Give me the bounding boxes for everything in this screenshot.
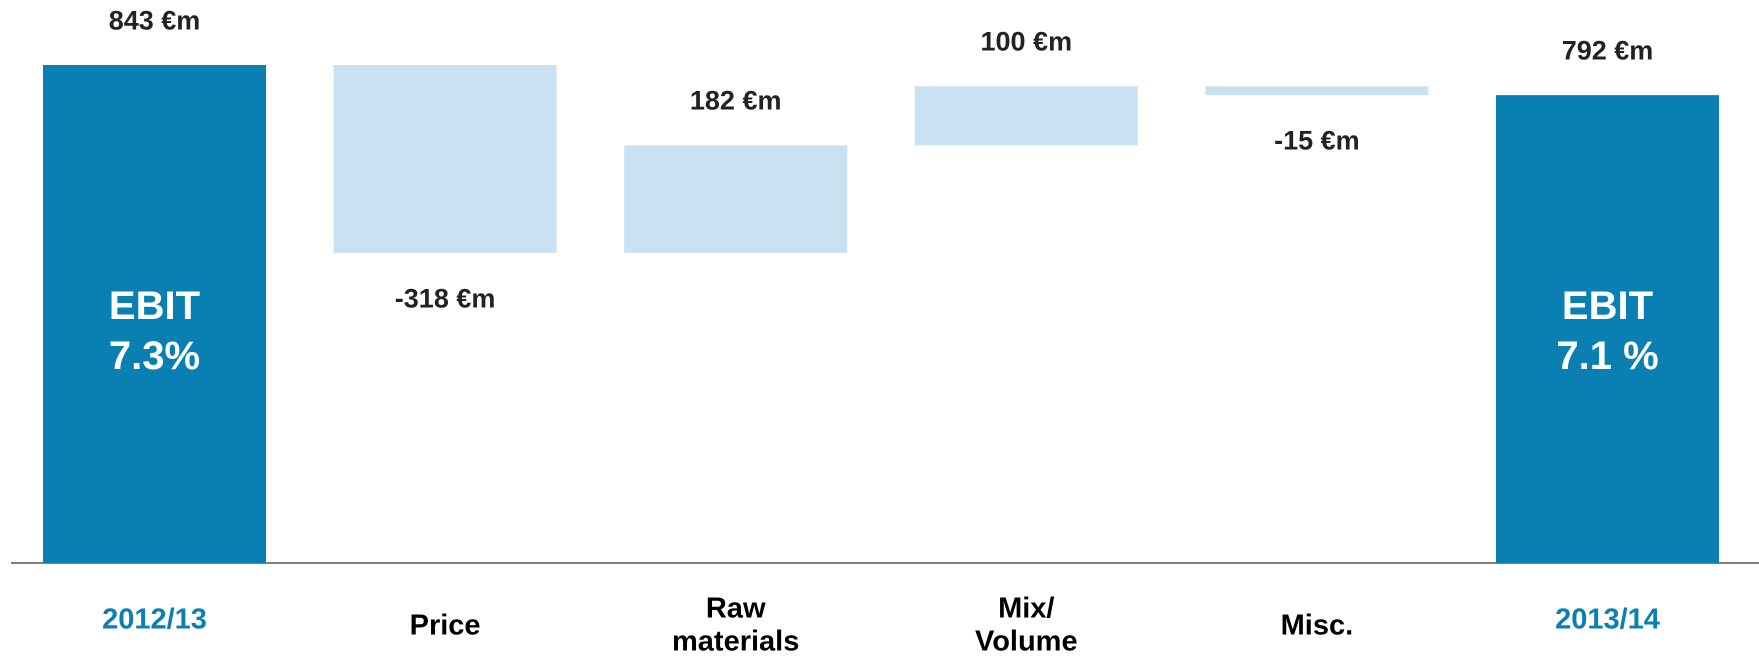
delta-bar	[1205, 86, 1429, 96]
category-label: Price	[409, 609, 481, 642]
value-label: -318 €m	[394, 283, 496, 314]
category-label: 2013/14	[1555, 603, 1660, 636]
bar-label: EBIT 7.1 %	[1556, 284, 1659, 378]
value-label: 792 €m	[1561, 35, 1654, 66]
value-label: 182 €m	[689, 85, 782, 116]
category-label: 2012/13	[102, 603, 207, 636]
delta-bar	[914, 86, 1138, 146]
total-bar	[1496, 95, 1719, 563]
category-label: Raw materials	[672, 592, 800, 658]
bar-label: EBIT 7.3%	[108, 284, 201, 378]
delta-bar	[624, 145, 848, 253]
category-label: Mix/ Volume	[975, 592, 1078, 658]
value-label: 100 €m	[980, 26, 1073, 57]
total-bar	[43, 65, 266, 563]
delta-bar	[333, 65, 557, 253]
value-label: -15 €m	[1274, 125, 1360, 156]
category-label: Misc.	[1280, 609, 1354, 642]
value-label: 843 €m	[108, 5, 201, 36]
